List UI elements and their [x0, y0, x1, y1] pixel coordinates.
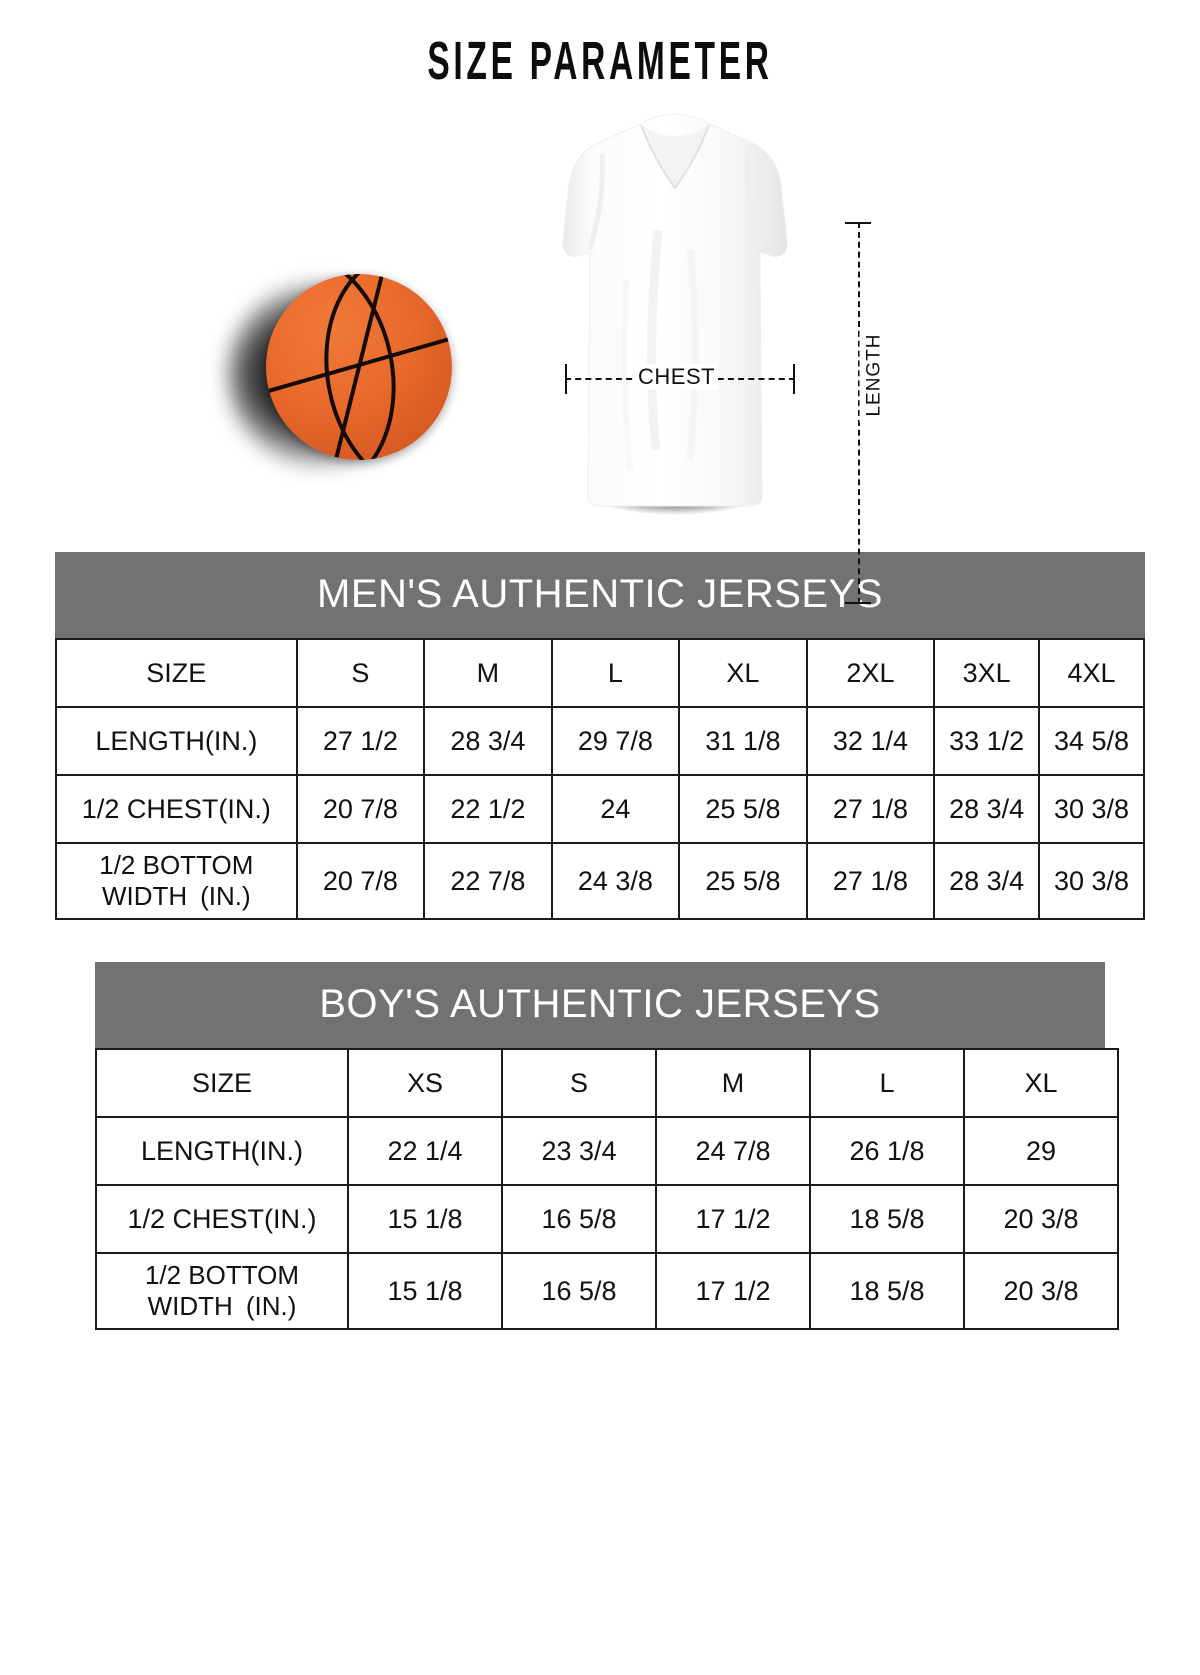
jersey-icon — [540, 110, 810, 522]
cell-length-m: 28 3/4 — [423, 706, 553, 776]
column-header-s: S — [501, 1048, 657, 1118]
cell-chest-l: 18 5/8 — [809, 1184, 965, 1254]
cell-bottom-l: 18 5/8 — [809, 1252, 965, 1330]
cell-length-l: 26 1/8 — [809, 1116, 965, 1186]
table-row: 1/2 BOTTOM WIDTH (IN.) 15 1/8 16 5/8 17 … — [95, 1252, 1119, 1330]
row-label-half-chest: 1/2 CHEST(IN.) — [95, 1184, 349, 1254]
cell-length-xl: 29 — [963, 1116, 1119, 1186]
column-header-3xl: 3XL — [933, 638, 1041, 708]
cell-bottom-l: 24 3/8 — [550, 842, 681, 920]
row-label-line-2: WIDTH (IN.) — [147, 1291, 297, 1321]
column-header-size: SIZE — [95, 1048, 349, 1118]
row-label-half-chest: 1/2 CHEST(IN.) — [55, 774, 298, 844]
column-header-m: M — [423, 638, 553, 708]
chest-label: CHEST — [635, 364, 719, 390]
cell-bottom-2xl: 27 1/8 — [805, 842, 936, 920]
table-row: 1/2 CHEST(IN.) 20 7/8 22 1/2 24 25 5/8 2… — [55, 774, 1145, 844]
column-header-2xl: 2XL — [805, 638, 936, 708]
cell-bottom-s: 16 5/8 — [501, 1252, 657, 1330]
cell-bottom-s: 20 7/8 — [295, 842, 426, 920]
measurement-diagram: CHEST LENGTH — [0, 92, 1200, 604]
cell-length-3xl: 33 1/2 — [933, 706, 1041, 776]
row-label-length: LENGTH(IN.) — [95, 1116, 349, 1186]
cell-chest-m: 22 1/2 — [423, 774, 553, 844]
column-header-l: L — [550, 638, 681, 708]
cell-chest-4xl: 30 3/8 — [1038, 774, 1145, 844]
mens-size-table-block: MEN'S AUTHENTIC JERSEYS SIZE S M L XL 2X… — [55, 552, 1145, 920]
page-title: SIZE PARAMETER — [427, 31, 773, 91]
cell-bottom-4xl: 30 3/8 — [1038, 842, 1145, 920]
cell-length-s: 23 3/4 — [501, 1116, 657, 1186]
column-header-4xl: 4XL — [1038, 638, 1145, 708]
row-label-half-bottom-width: 1/2 BOTTOM WIDTH (IN.) — [95, 1252, 349, 1330]
column-header-m: M — [655, 1048, 811, 1118]
row-label-line-1: 1/2 BOTTOM — [144, 1260, 300, 1291]
column-header-size: SIZE — [55, 638, 298, 708]
cell-bottom-m: 17 1/2 — [655, 1252, 811, 1330]
cell-chest-xs: 15 1/8 — [347, 1184, 503, 1254]
column-header-xs: XS — [347, 1048, 503, 1118]
cell-chest-xl: 20 3/8 — [963, 1184, 1119, 1254]
basketball-icon — [228, 252, 478, 502]
table-header-row: SIZE XS S M L XL — [95, 1048, 1119, 1118]
cell-length-s: 27 1/2 — [295, 706, 426, 776]
mens-size-table: SIZE S M L XL 2XL 3XL 4XL LENGTH(IN.) 27… — [55, 638, 1145, 920]
cell-chest-l: 24 — [550, 774, 681, 844]
boys-size-table-block: BOY'S AUTHENTIC JERSEYS SIZE XS S M L XL… — [95, 962, 1119, 1330]
length-label: LENGTH — [859, 327, 890, 423]
mens-table-title: MEN'S AUTHENTIC JERSEYS — [55, 552, 1145, 638]
row-label-line-2: WIDTH (IN.) — [101, 881, 251, 911]
cell-chest-s: 20 7/8 — [295, 774, 426, 844]
cell-bottom-xs: 15 1/8 — [347, 1252, 503, 1330]
boys-table-title: BOY'S AUTHENTIC JERSEYS — [95, 962, 1105, 1048]
table-header-row: SIZE S M L XL 2XL 3XL 4XL — [55, 638, 1145, 708]
column-header-s: S — [295, 638, 426, 708]
basketball-sphere — [266, 274, 452, 460]
cell-length-l: 29 7/8 — [550, 706, 681, 776]
cell-chest-3xl: 28 3/4 — [933, 774, 1041, 844]
cell-bottom-xl: 25 5/8 — [678, 842, 808, 920]
table-row: LENGTH(IN.) 27 1/2 28 3/4 29 7/8 31 1/8 … — [55, 706, 1145, 776]
table-row: 1/2 CHEST(IN.) 15 1/8 16 5/8 17 1/2 18 5… — [95, 1184, 1119, 1254]
boys-size-table: SIZE XS S M L XL LENGTH(IN.) 22 1/4 23 3… — [95, 1048, 1119, 1330]
cell-bottom-m: 22 7/8 — [423, 842, 553, 920]
cell-length-2xl: 32 1/4 — [805, 706, 936, 776]
cell-chest-s: 16 5/8 — [501, 1184, 657, 1254]
cell-length-m: 24 7/8 — [655, 1116, 811, 1186]
table-row: 1/2 BOTTOM WIDTH (IN.) 20 7/8 22 7/8 24 … — [55, 842, 1145, 920]
column-header-l: L — [809, 1048, 965, 1118]
row-label-length: LENGTH(IN.) — [55, 706, 298, 776]
cell-chest-m: 17 1/2 — [655, 1184, 811, 1254]
row-label-half-bottom-width: 1/2 BOTTOM WIDTH (IN.) — [55, 842, 298, 920]
column-header-xl: XL — [678, 638, 808, 708]
row-label-line-1: 1/2 BOTTOM — [99, 850, 254, 881]
cell-length-xl: 31 1/8 — [678, 706, 808, 776]
cell-chest-xl: 25 5/8 — [678, 774, 808, 844]
column-header-xl: XL — [963, 1048, 1119, 1118]
table-row: LENGTH(IN.) 22 1/4 23 3/4 24 7/8 26 1/8 … — [95, 1116, 1119, 1186]
cell-chest-2xl: 27 1/8 — [805, 774, 936, 844]
cell-bottom-3xl: 28 3/4 — [933, 842, 1041, 920]
length-dashed-line — [858, 222, 860, 604]
cell-length-xs: 22 1/4 — [347, 1116, 503, 1186]
cell-bottom-xl: 20 3/8 — [963, 1252, 1119, 1330]
cell-length-4xl: 34 5/8 — [1038, 706, 1145, 776]
